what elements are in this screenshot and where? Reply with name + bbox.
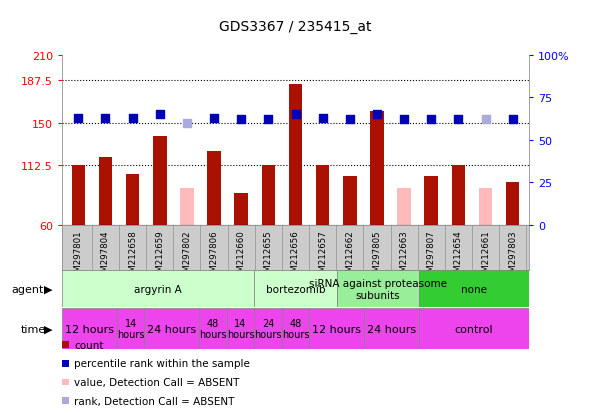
Text: count: count [74,340,104,350]
Text: 14
hours: 14 hours [227,318,254,339]
Point [236,117,246,123]
Point [427,117,436,123]
Bar [254,309,282,349]
Bar [72,165,85,293]
Point [345,117,355,123]
Point [481,117,491,123]
Bar [364,309,419,349]
Bar [282,309,309,349]
Text: GDS3367 / 235415_at: GDS3367 / 235415_at [219,20,372,34]
Bar [419,271,529,308]
Bar [452,165,465,293]
Text: GSM297806: GSM297806 [210,230,219,282]
Text: time: time [21,324,46,334]
Text: 48
hours: 48 hours [199,318,227,339]
Text: control: control [454,324,493,334]
Point [128,115,137,122]
Text: GSM297803: GSM297803 [508,230,517,282]
Text: value, Detection Call = ABSENT: value, Detection Call = ABSENT [74,377,240,387]
Point [508,117,517,123]
Text: GSM212654: GSM212654 [454,230,463,282]
Bar [180,189,194,293]
Text: GSM212663: GSM212663 [400,230,408,282]
Text: agent: agent [12,284,44,294]
Point [264,117,273,123]
Bar [62,309,117,349]
Point [100,115,110,122]
Point [155,112,164,118]
Text: GSM297804: GSM297804 [101,230,110,282]
Text: 24
hours: 24 hours [254,318,282,339]
Point [291,112,300,118]
Point [400,117,409,123]
Bar [99,157,112,293]
Text: ▶: ▶ [44,324,52,334]
Bar [207,152,221,293]
Text: siRNA against proteasome
subunits: siRNA against proteasome subunits [309,278,447,300]
Text: 14
hours: 14 hours [117,318,144,339]
Point [209,115,219,122]
Text: none: none [461,284,487,294]
Point [182,120,191,127]
Bar [62,271,254,308]
Bar [126,174,139,293]
Text: GSM212662: GSM212662 [345,230,354,282]
Bar [144,309,199,349]
Point [318,115,327,122]
Text: GSM212660: GSM212660 [237,230,246,282]
Text: 24 hours: 24 hours [147,324,196,334]
Text: GSM212655: GSM212655 [264,230,273,282]
Text: percentile rank within the sample: percentile rank within the sample [74,358,251,368]
Text: argyrin A: argyrin A [134,284,182,294]
Text: 12 hours: 12 hours [65,324,114,334]
Text: GSM297801: GSM297801 [74,230,83,282]
Text: 12 hours: 12 hours [312,324,361,334]
Bar [479,189,492,293]
Bar [199,309,227,349]
Text: GSM297807: GSM297807 [427,230,436,282]
Point [454,117,463,123]
Bar [254,271,337,308]
Text: bortezomib: bortezomib [266,284,325,294]
Bar [424,176,438,293]
Text: GSM297802: GSM297802 [183,230,191,282]
Text: 48
hours: 48 hours [282,318,309,339]
Bar [370,112,384,293]
Text: rank, Detection Call = ABSENT: rank, Detection Call = ABSENT [74,396,235,406]
Bar [153,137,167,293]
Text: GSM212661: GSM212661 [481,230,490,282]
Text: GSM212658: GSM212658 [128,230,137,282]
Bar [309,309,364,349]
Bar [289,85,302,293]
Text: GSM212659: GSM212659 [155,230,164,282]
Bar [337,271,419,308]
Text: GSM212656: GSM212656 [291,230,300,282]
Bar [343,176,356,293]
Point [74,115,83,122]
Bar [506,182,519,293]
Bar [117,309,144,349]
Bar [227,309,254,349]
Bar [316,165,329,293]
Text: 24 hours: 24 hours [367,324,416,334]
Bar [397,189,411,293]
Text: ▶: ▶ [44,284,52,294]
Bar [262,165,275,293]
Text: GSM212657: GSM212657 [318,230,327,282]
Bar [235,193,248,293]
Point [372,112,382,118]
Text: GSM297805: GSM297805 [372,230,381,282]
Bar [419,309,529,349]
